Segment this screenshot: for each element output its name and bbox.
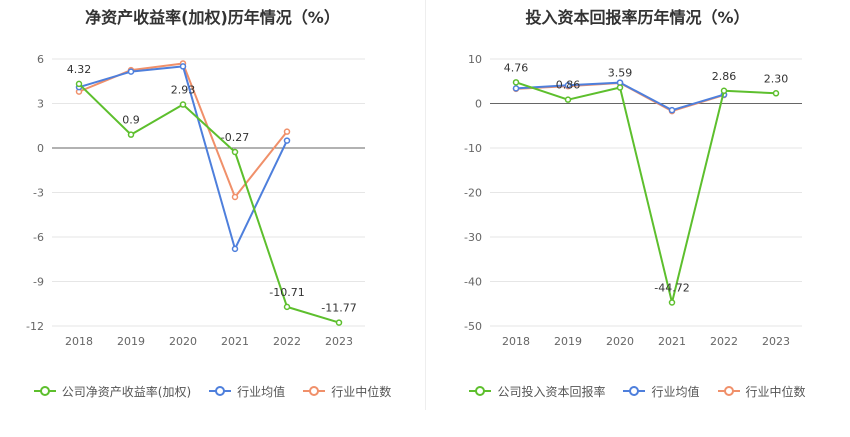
data-point-avg [179,63,187,70]
data-label: -44.72 [654,282,689,295]
y-tick-label: -10 [464,142,482,155]
legend-label: 行业中位数 [745,384,806,399]
data-point-company [564,96,572,103]
data-label: -11.77 [321,302,356,315]
data-point-avg [283,137,291,144]
x-tick-label: 2022 [710,335,738,348]
data-label: -0.27 [221,131,249,144]
data-point-company [772,90,780,97]
y-tick-label: -9 [33,276,44,289]
legend-label: 行业中位数 [331,384,392,399]
data-point-company [231,148,239,156]
legend-item-industry-average[interactable]: 行业均值 [623,383,700,400]
data-point-avg [668,106,676,114]
series-line-company [78,83,340,324]
y-tick-label: -3 [33,187,44,200]
data-label: 3.59 [608,67,633,80]
legend-company-marker-icon [469,386,492,396]
data-label: 0.9 [122,114,140,127]
y-tick-label: 3 [37,98,44,111]
legend-label: 行业均值 [651,384,700,399]
y-tick-label: -30 [464,231,482,244]
x-tick-label: 2020 [169,335,197,348]
panel-divider [425,0,426,410]
x-tick-label: 2020 [606,335,634,348]
chart-legend: 公司净资产收益率(加权) 行业均值 行业中位数 [0,381,425,401]
y-tick-label: -20 [464,187,482,200]
y-tick-label: 6 [37,53,44,66]
data-point-company [512,79,520,86]
data-label: 2.93 [171,84,196,97]
data-point-avg [512,85,520,92]
chart-legend: 公司投入资本回报率 行业均值 行业中位数 [425,381,850,401]
legend-label: 公司投入资本回报率 [497,384,606,399]
data-label: 2.86 [712,70,737,83]
roe-chart-panel: 净资产收益率(加权)历年情况（%） 6 3 0 -3 -6 -9 -12 2018 2019 20… [0,8,425,401]
legend-average-marker-icon [623,386,646,396]
chart-title: 净资产收益率(加权)历年情况（%） [85,8,340,27]
y-tick-label: -40 [464,276,482,289]
legend-item-industry-median[interactable]: 行业中位数 [717,383,806,400]
y-tick-label: -12 [26,320,44,333]
x-tick-label: 2018 [502,335,530,348]
data-point-company [75,80,83,88]
y-tick-label: 10 [468,53,482,66]
y-tick-label: -50 [464,320,482,333]
x-tick-label: 2023 [325,335,353,348]
data-point-avg [127,68,135,75]
x-tick-label: 2022 [273,335,301,348]
x-tick-label: 2021 [658,335,686,348]
data-point-avg [564,82,572,89]
data-point-company [616,84,624,91]
x-tick-label: 2018 [65,335,93,348]
chart-title: 投入资本回报率历年情况（%） [525,8,750,27]
series-line-company [515,81,777,304]
y-tick-label: -6 [33,231,44,244]
data-point-company [179,101,187,108]
roic-chart-plot: 10 0 -10 -20 -30 -40 -50 2018 2019 2020 2021 2022 20… [464,53,802,348]
legend-median-marker-icon [303,386,326,396]
data-point-company [127,131,135,138]
data-label: 0.86 [556,79,581,92]
y-tick-label: 0 [37,142,44,155]
legend-average-marker-icon [209,386,232,396]
data-label: 2.30 [764,72,789,85]
legend-item-industry-median[interactable]: 行业中位数 [303,383,391,400]
y-tick-label: 0 [475,98,482,111]
legend-item-company[interactable]: 公司投入资本回报率 [469,383,605,400]
legend-median-marker-icon [717,386,740,396]
data-label: -10.71 [269,286,304,299]
legend-label: 公司净资产收益率(加权) [61,384,192,399]
x-tick-label: 2019 [554,335,582,348]
data-point-company [668,299,676,306]
x-tick-label: 2021 [221,335,249,348]
data-point-median [283,128,291,135]
legend-item-company[interactable]: 公司净资产收益率(加权) [33,383,192,400]
legend-label: 行业均值 [237,384,286,399]
data-point-company [720,87,728,95]
legend-item-industry-average[interactable]: 行业均值 [209,383,285,400]
data-point-company [283,303,291,311]
roic-chart-panel: 投入资本回报率历年情况（%） 10 0 -10 -20 -30 -40 -50 2018 201… [425,0,850,437]
data-label: 4.76 [504,61,529,74]
data-label: 4.32 [67,63,92,76]
legend-company-marker-icon [33,386,56,396]
x-tick-label: 2023 [762,335,790,348]
roe-chart-plot: 6 3 0 -3 -6 -9 -12 2018 2019 2020 2021 2022 2023 4.32… [26,53,365,348]
x-tick-label: 2019 [117,335,145,348]
data-point-median [231,193,239,201]
data-point-avg [231,245,239,253]
data-point-company [335,319,343,326]
